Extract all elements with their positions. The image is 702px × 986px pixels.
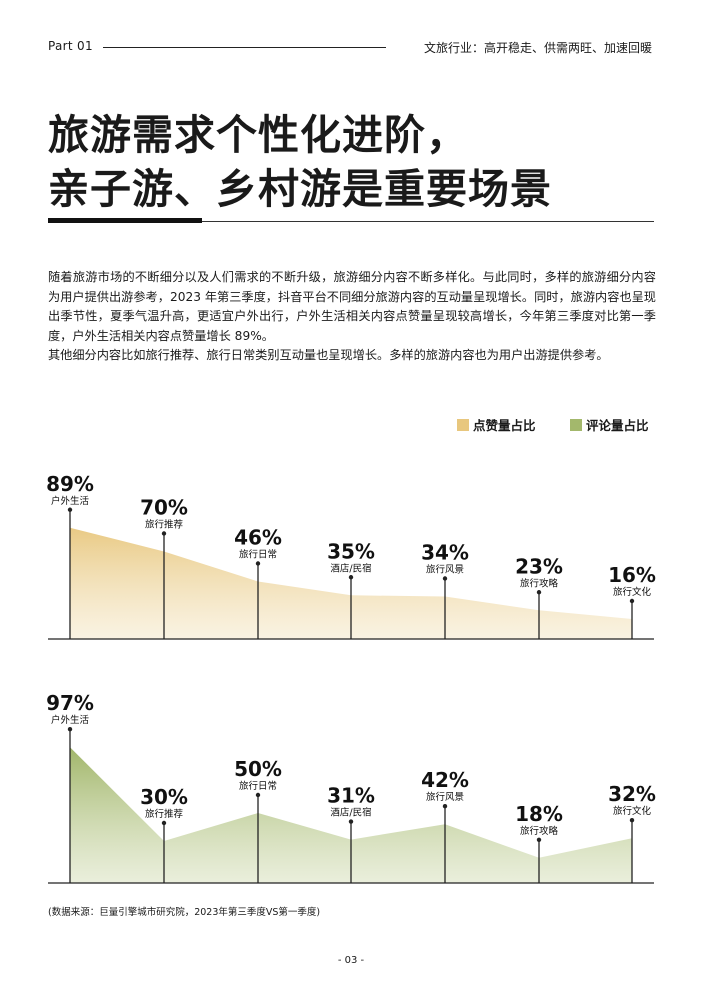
chart-1-value-label-4: 35% (327, 539, 375, 563)
chart-2-value-label-2: 30% (140, 785, 188, 809)
chart-1-value-label-1: 89% (46, 472, 94, 496)
chart-1-dot-6 (536, 590, 542, 595)
chart-2-value-label-6: 18% (515, 802, 563, 826)
chart-2-dot-7 (629, 818, 635, 823)
legend-likes: 点赞量占比 (457, 415, 536, 434)
chart-2-category-label-3: 旅行日常 (239, 780, 277, 792)
chart-1-category-label-3: 旅行日常 (239, 549, 277, 561)
chart-2-area (70, 747, 632, 883)
chart-1-dot-4 (348, 575, 354, 580)
chart-2-dot-6 (536, 837, 542, 842)
chart-1-area (70, 527, 632, 639)
chart-2-value-label-4: 31% (327, 784, 375, 808)
chart-2-value-label-7: 32% (608, 782, 656, 806)
chart-2-category-label-4: 酒店/民宿 (330, 807, 371, 819)
chart-2-category-label-7: 旅行文化 (613, 805, 652, 817)
legend-likes-swatch (457, 418, 469, 431)
chart-1-category-label-7: 旅行文化 (613, 586, 652, 598)
legend-comments-label: 评论量占比 (586, 418, 649, 433)
chart-2-dot-3 (255, 792, 261, 798)
chart-2-value-label-3: 50% (234, 757, 282, 781)
page-number: - 03 - (337, 955, 365, 966)
body-paragraph-1: 随着旅游市场的不断细分以及人们需求的不断升级，旅游细分内容不断多样化。与此同时，… (48, 270, 656, 343)
chart-2-category-label-6: 旅行攻略 (520, 825, 559, 837)
header-divider (103, 47, 386, 48)
chart-1-value-label-5: 34% (421, 541, 469, 565)
chart-1-value-label-3: 46% (234, 526, 282, 550)
section-subtitle: 文旅行业：高开稳走、供需两旺、加速回暖 (423, 41, 652, 55)
chart-2-dot-1 (67, 727, 73, 732)
title-underline-bar (48, 218, 202, 223)
chart-1-category-label-2: 旅行推荐 (145, 519, 184, 531)
chart-1-value-label-7: 16% (608, 563, 656, 587)
part-label: Part 01 (48, 39, 93, 53)
chart-1-category-label-5: 旅行风景 (426, 564, 464, 576)
legend-comments-swatch (570, 418, 582, 431)
chart-2-dot-4 (348, 819, 354, 824)
body-text: 随着旅游市场的不断细分以及人们需求的不断升级，旅游细分内容不断多样化。与此同时，… (48, 268, 656, 366)
legend-likes-label: 点赞量占比 (473, 418, 536, 433)
chart-2-category-label-1: 户外生活 (51, 714, 90, 726)
chart-1-value-label-6: 23% (515, 554, 563, 578)
data-source-note: (数据来源：巨量引擎城市研究院，2023年第三季度VS第一季度) (48, 907, 321, 918)
title-line-1: 旅游需求个性化进阶， (48, 111, 468, 159)
chart-2-value-label-5: 42% (421, 768, 469, 792)
body-paragraph-2: 其他细分内容比如旅行推荐、旅行日常类别互动量也呈现增长。多样的旅游内容也为用户出… (48, 348, 609, 362)
chart-2-category-label-5: 旅行风景 (426, 791, 464, 803)
chart-1-dot-7 (629, 598, 635, 604)
chart-2-dot-5 (442, 804, 448, 809)
page-title: 旅游需求个性化进阶， 亲子游、乡村游是重要场景 (48, 108, 552, 216)
legend-comments: 评论量占比 (570, 415, 649, 434)
title-rule (48, 221, 654, 222)
chart-1-dot-1 (67, 507, 73, 512)
title-line-2: 亲子游、乡村游是重要场景 (48, 165, 552, 213)
chart-2-value-label-1: 97% (46, 691, 94, 715)
chart-1-dot-2 (161, 531, 167, 536)
chart-1-category-label-6: 旅行攻略 (520, 577, 559, 589)
chart-1-category-label-1: 户外生活 (51, 495, 90, 507)
chart-2-category-label-2: 旅行推荐 (145, 808, 184, 820)
chart-1-dot-5 (442, 576, 448, 581)
chart-2-dot-2 (161, 820, 167, 826)
chart-1-value-label-2: 70% (140, 496, 188, 520)
chart-1-category-label-4: 酒店/民宿 (330, 562, 371, 574)
chart-1-dot-3 (255, 561, 261, 566)
